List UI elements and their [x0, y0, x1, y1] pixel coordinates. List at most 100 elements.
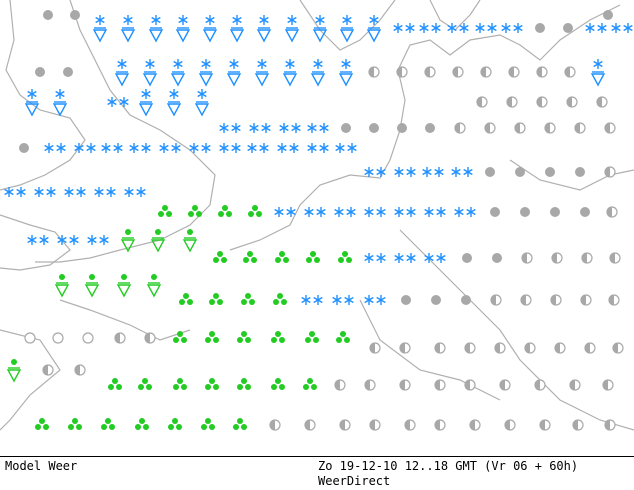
half-cloud-fill	[581, 295, 586, 305]
flake-arm	[277, 144, 287, 152]
weather-symbol	[101, 418, 115, 430]
cloud-dot	[485, 167, 495, 177]
cloud-dot	[515, 167, 525, 177]
weather-symbol	[150, 229, 166, 253]
rain-dot	[162, 205, 168, 211]
weather-symbol	[454, 122, 466, 134]
weather-symbol	[34, 187, 56, 197]
rain-dot	[226, 211, 232, 217]
flake-arm	[55, 90, 65, 98]
half-cloud-fill	[405, 420, 410, 430]
flake-arm	[69, 236, 79, 244]
weather-symbol	[585, 23, 607, 33]
weather-symbol	[369, 419, 381, 431]
flake-arm	[219, 124, 229, 132]
flake-arm	[364, 296, 374, 304]
weather-symbol	[101, 143, 123, 153]
rain-dot	[275, 257, 281, 263]
flake-arm	[585, 24, 595, 32]
flake-arm	[623, 24, 633, 32]
flake-arm	[487, 24, 497, 32]
rain-dot	[201, 424, 207, 430]
rain-dot	[188, 211, 194, 217]
weather-symbol	[205, 331, 219, 343]
shower-triangle	[146, 284, 162, 298]
flake-arm	[313, 60, 323, 68]
rain-dot	[245, 384, 251, 390]
weather-symbol	[19, 143, 29, 153]
weather-symbol	[57, 235, 79, 245]
weather-symbol	[564, 66, 576, 78]
border	[399, 229, 634, 431]
weather-symbol	[524, 342, 536, 354]
weather-symbol	[52, 89, 68, 117]
half-cloud-fill	[551, 295, 556, 305]
half-cloud-fill	[522, 253, 527, 263]
flake-arm	[39, 236, 49, 244]
flake-arm	[424, 254, 434, 262]
rain-dot	[116, 384, 122, 390]
flake-arm	[34, 188, 44, 196]
flake-arm	[287, 16, 297, 24]
flake-arm	[119, 98, 129, 106]
cloud-dot	[580, 207, 590, 217]
weather-symbol	[539, 419, 551, 431]
flake-arm	[169, 90, 179, 98]
weather-symbol	[394, 207, 416, 217]
rain-dot	[273, 299, 279, 305]
weather-symbol	[611, 23, 633, 33]
cloud-dot	[462, 253, 472, 263]
weather-symbol	[545, 167, 555, 177]
flake-arm	[394, 168, 404, 176]
weather-symbol	[366, 15, 382, 43]
weather-symbol	[369, 123, 379, 133]
weather-symbol	[476, 96, 488, 108]
flake-arm	[424, 208, 434, 216]
weather-symbol	[205, 378, 219, 390]
shower-triangle	[120, 29, 136, 43]
half-cloud-fill	[425, 67, 430, 77]
weather-symbol	[563, 23, 573, 33]
weather-symbol	[108, 378, 122, 390]
weather-symbol	[129, 143, 151, 153]
flake-arm	[107, 98, 117, 106]
weather-symbol	[475, 23, 497, 33]
flake-arm	[405, 24, 415, 32]
flake-arm	[76, 188, 86, 196]
weather-symbol	[364, 253, 386, 263]
weather-symbol	[581, 252, 593, 264]
rain-dot	[179, 299, 185, 305]
half-cloud-fill	[369, 67, 374, 77]
weather-symbol	[550, 207, 560, 217]
flake-arm	[406, 254, 416, 262]
weather-symbol	[312, 15, 328, 43]
half-cloud-fill	[521, 295, 526, 305]
weather-symbol	[124, 187, 146, 197]
flake-arm	[393, 24, 403, 32]
flake-arm	[431, 24, 441, 32]
weather-symbol	[399, 342, 411, 354]
half-cloud-fill	[477, 97, 482, 107]
cloud-dot	[550, 207, 560, 217]
rain-dot	[237, 337, 243, 343]
rain-dot	[173, 384, 179, 390]
rain-dot	[233, 424, 239, 430]
flake-arm	[376, 254, 386, 262]
rain-dot	[247, 251, 253, 257]
weather-symbol	[520, 294, 532, 306]
cloud-dot	[70, 10, 80, 20]
rain-dot	[109, 424, 115, 430]
rain-dot	[344, 337, 350, 343]
weather-symbol	[277, 143, 299, 153]
rain-dot	[275, 331, 281, 337]
shower-triangle	[284, 29, 300, 43]
weather-symbol	[452, 66, 464, 78]
weather-symbol	[310, 59, 326, 87]
half-cloud-fill	[552, 253, 557, 263]
weather-symbol	[94, 187, 116, 197]
half-cloud-fill	[610, 253, 615, 263]
flake-arm	[274, 208, 284, 216]
flake-arm	[27, 90, 37, 98]
cloud-dot	[431, 295, 441, 305]
weather-symbol	[604, 122, 616, 134]
